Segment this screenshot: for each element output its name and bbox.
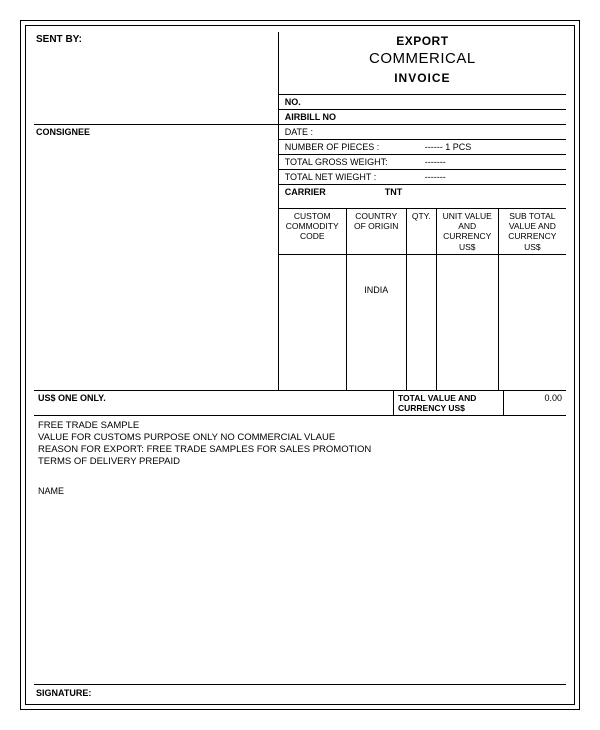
col-uvc-cur: US$ — [459, 242, 476, 252]
gross-value: ------- — [425, 157, 446, 167]
note-line-3: REASON FOR EXPORT: FREE TRADE SAMPLES FO… — [38, 444, 562, 456]
date-line: DATE : — [279, 125, 566, 140]
carrier-label: CARRIER — [285, 187, 385, 206]
cell-qty — [407, 255, 437, 390]
cell-uvc — [437, 255, 499, 390]
item-body: INDIA — [279, 255, 566, 390]
note-line-4: TERMS OF DELIVERY PREPAID — [38, 456, 562, 468]
col-subtotal: SUB TOTAL VALUE AND CURRENCY US$ — [499, 209, 566, 255]
col-custom-code: CUSTOM COMMODITY CODE — [279, 209, 347, 255]
title-export: EXPORT — [279, 34, 566, 48]
no-row: NO. — [279, 94, 566, 109]
consignee-label: CONSIGNEE — [34, 125, 278, 137]
signature-label: SIGNATURE: — [34, 684, 566, 704]
pieces-line: NUMBER OF PIECES : ------ 1 PCS — [279, 140, 566, 155]
title-invoice: INVOICE — [279, 71, 566, 85]
consignee-box: CONSIGNEE — [34, 125, 279, 255]
mid-row: CONSIGNEE DATE : NUMBER OF PIECES : ----… — [34, 124, 566, 255]
col-country-origin: COUNTRY OF ORIGIN — [347, 209, 407, 255]
col-stv-text: SUB TOTAL VALUE AND CURRENCY — [501, 211, 564, 241]
airbill-row: AIRBILL NO — [279, 109, 566, 124]
note-line-2: VALUE FOR CUSTOMS PURPOSE ONLY NO COMMER… — [38, 432, 562, 444]
total-mid-1: TOTAL VALUE AND — [398, 393, 499, 403]
cell-stv — [499, 255, 566, 390]
col-unit-value: UNIT VALUE AND CURRENCY US$ — [437, 209, 499, 255]
title-commercial: COMMERICAL — [279, 50, 566, 67]
sent-by-label: SENT BY: — [34, 32, 278, 45]
total-mid: TOTAL VALUE AND CURRENCY US$ — [394, 391, 504, 415]
date-label: DATE : — [285, 127, 425, 137]
item-left-blank — [34, 255, 279, 390]
cell-coo: INDIA — [347, 255, 407, 390]
gross-line: TOTAL GROSS WEIGHT: ------- — [279, 155, 566, 170]
notes-block: FREE TRADE SAMPLE VALUE FOR CUSTOMS PURP… — [34, 415, 566, 468]
note-line-1: FREE TRADE SAMPLE — [38, 420, 562, 432]
total-value: 0.00 — [504, 391, 566, 415]
top-row: SENT BY: EXPORT COMMERICAL INVOICE NO. A… — [34, 32, 566, 124]
item-header: CUSTOM COMMODITY CODE COUNTRY OF ORIGIN … — [279, 209, 566, 255]
cell-ccc — [279, 255, 347, 390]
carrier-line: CARRIER TNT — [279, 185, 566, 209]
col-uvc-text: UNIT VALUE AND CURRENCY — [439, 211, 496, 241]
name-label: NAME — [34, 486, 566, 496]
net-line: TOTAL NET WIEGHT : ------- — [279, 170, 566, 185]
gross-label: TOTAL GROSS WEIGHT: — [285, 157, 425, 167]
title-box: EXPORT COMMERICAL INVOICE — [279, 32, 566, 94]
invoice-page: SENT BY: EXPORT COMMERICAL INVOICE NO. A… — [20, 20, 580, 710]
net-label: TOTAL NET WIEGHT : — [285, 172, 425, 182]
total-mid-2: CURRENCY US$ — [398, 403, 499, 413]
col-stv-cur: US$ — [524, 242, 541, 252]
total-row: US$ ONE ONLY. TOTAL VALUE AND CURRENCY U… — [34, 390, 566, 415]
col-qty-text: QTY. — [412, 211, 431, 221]
total-left: US$ ONE ONLY. — [34, 391, 394, 415]
pieces-label: NUMBER OF PIECES : — [285, 142, 425, 152]
title-column: EXPORT COMMERICAL INVOICE NO. AIRBILL NO — [279, 32, 566, 124]
carrier-value: TNT — [385, 187, 403, 206]
col-coo-text: COUNTRY OF ORIGIN — [349, 211, 404, 231]
col-ccc-text: CUSTOM COMMODITY CODE — [281, 211, 344, 241]
col-qty: QTY. — [407, 209, 437, 255]
net-value: ------- — [425, 172, 446, 182]
item-body-row: INDIA — [34, 255, 566, 390]
pieces-value: ------ 1 PCS — [425, 142, 472, 152]
details-column: DATE : NUMBER OF PIECES : ------ 1 PCS T… — [279, 125, 566, 255]
invoice-inner: SENT BY: EXPORT COMMERICAL INVOICE NO. A… — [25, 25, 575, 705]
sent-by-box: SENT BY: — [34, 32, 279, 124]
